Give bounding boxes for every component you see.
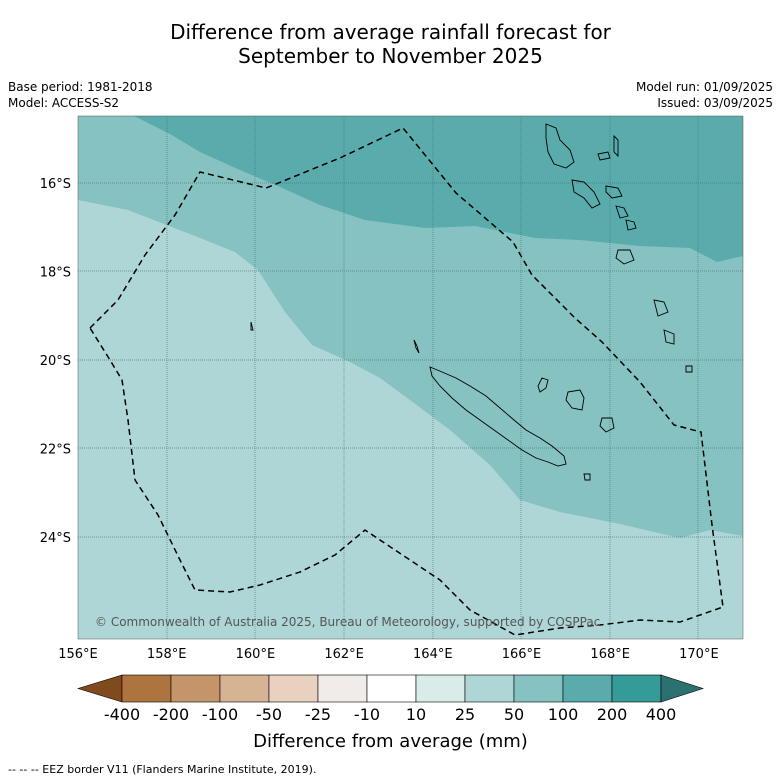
vanuatu-islet-b (613, 134, 619, 158)
colorbar-segment (268, 674, 319, 703)
colorbar-segment (464, 674, 515, 703)
vanuatu-islet-a (597, 151, 611, 161)
colorbar-tick-label: 50 (503, 705, 525, 724)
y-axis-labels: 16°S 18°S 20°S 22°S 24°S (40, 177, 71, 546)
colorbar-title: Difference from average (mm) (253, 731, 528, 752)
chesterfield-islet (250, 321, 254, 331)
base-period-label: Base period: 1981-2018 (8, 80, 153, 94)
colorbar-tick-label: -50 (255, 705, 283, 724)
colorbar-tick-label: -200 (152, 705, 190, 724)
colorbar-tick-label: -10 (353, 705, 381, 724)
espiritu-santo (545, 123, 575, 169)
map-frame (77, 115, 744, 640)
colorbar-segment (611, 674, 662, 703)
y-tick-label: 22°S (40, 443, 71, 458)
colorbar-segment (415, 674, 466, 703)
epi-islets (615, 205, 629, 219)
model-run-label: Model run: 01/09/2025 (635, 80, 773, 94)
colorbar-tick-label: -25 (304, 705, 332, 724)
y-tick-label: 24°S (40, 531, 71, 546)
colorbar-segment (317, 674, 368, 703)
colorbar-segment (366, 674, 417, 703)
islet-east (685, 365, 693, 373)
x-tick-label: 166°E (502, 647, 542, 662)
belep-islands (413, 339, 420, 354)
x-tick-label: 158°E (147, 647, 187, 662)
colorbar-segment (562, 674, 613, 703)
colorbar-tick-label: 200 (596, 705, 628, 724)
tanna (653, 299, 669, 317)
rainfall-anomaly-fill (78, 116, 743, 639)
mare-island (599, 417, 615, 433)
copyright-text: © Commonwealth of Australia 2025, Bureau… (95, 615, 600, 629)
colorbar-tick-label: -400 (103, 705, 141, 724)
coastlines (250, 123, 693, 481)
aneityum (663, 329, 675, 345)
colorbar (76, 674, 704, 703)
malekula (571, 179, 601, 209)
lifou-island (565, 389, 585, 411)
x-tick-label: 162°E (324, 647, 364, 662)
model-label: Model: ACCESS-S2 (8, 96, 120, 110)
x-axis-labels: 156°E 158°E 160°E 162°E 164°E 166°E 168°E 170°E (58, 647, 718, 662)
x-tick-label: 170°E (679, 647, 719, 662)
map-title-line-1: Difference from average rainfall forecas… (170, 20, 611, 44)
erromango (615, 249, 635, 265)
map-title-line-2: September to November 2025 (238, 44, 543, 68)
colorbar-tick-label: -100 (201, 705, 239, 724)
colorbar-segment (121, 674, 172, 703)
eez-footnote: -- -- -- EEZ border V11 (Flanders Marine… (8, 763, 317, 776)
colorbar-extend-low (76, 674, 123, 703)
colorbar-segment (170, 674, 221, 703)
x-tick-label: 164°E (413, 647, 453, 662)
efate (625, 219, 637, 231)
y-tick-label: 20°S (40, 354, 71, 369)
colorbar-extend-high (660, 674, 704, 703)
colorbar-tick-label: 400 (645, 705, 677, 724)
x-tick-label: 156°E (58, 647, 98, 662)
colorbar-tick-label: 10 (405, 705, 427, 724)
ouvea-island (537, 377, 549, 393)
x-tick-label: 160°E (236, 647, 276, 662)
gridlines (78, 116, 743, 639)
colorbar-segment (219, 674, 270, 703)
y-tick-label: 18°S (40, 266, 71, 281)
isle-of-pines (583, 473, 591, 481)
band-100-200 (134, 116, 743, 262)
new-caledonia-grande-terre (429, 366, 567, 467)
ambrym (605, 185, 623, 199)
x-tick-label: 168°E (590, 647, 630, 662)
colorbar-tick-label: 100 (547, 705, 579, 724)
y-tick-label: 16°S (40, 177, 71, 192)
eez-border (89, 127, 724, 636)
colorbar-tick-label: 25 (454, 705, 476, 724)
colorbar-segment (513, 674, 564, 703)
issued-label: Issued: 03/09/2025 (657, 96, 773, 110)
